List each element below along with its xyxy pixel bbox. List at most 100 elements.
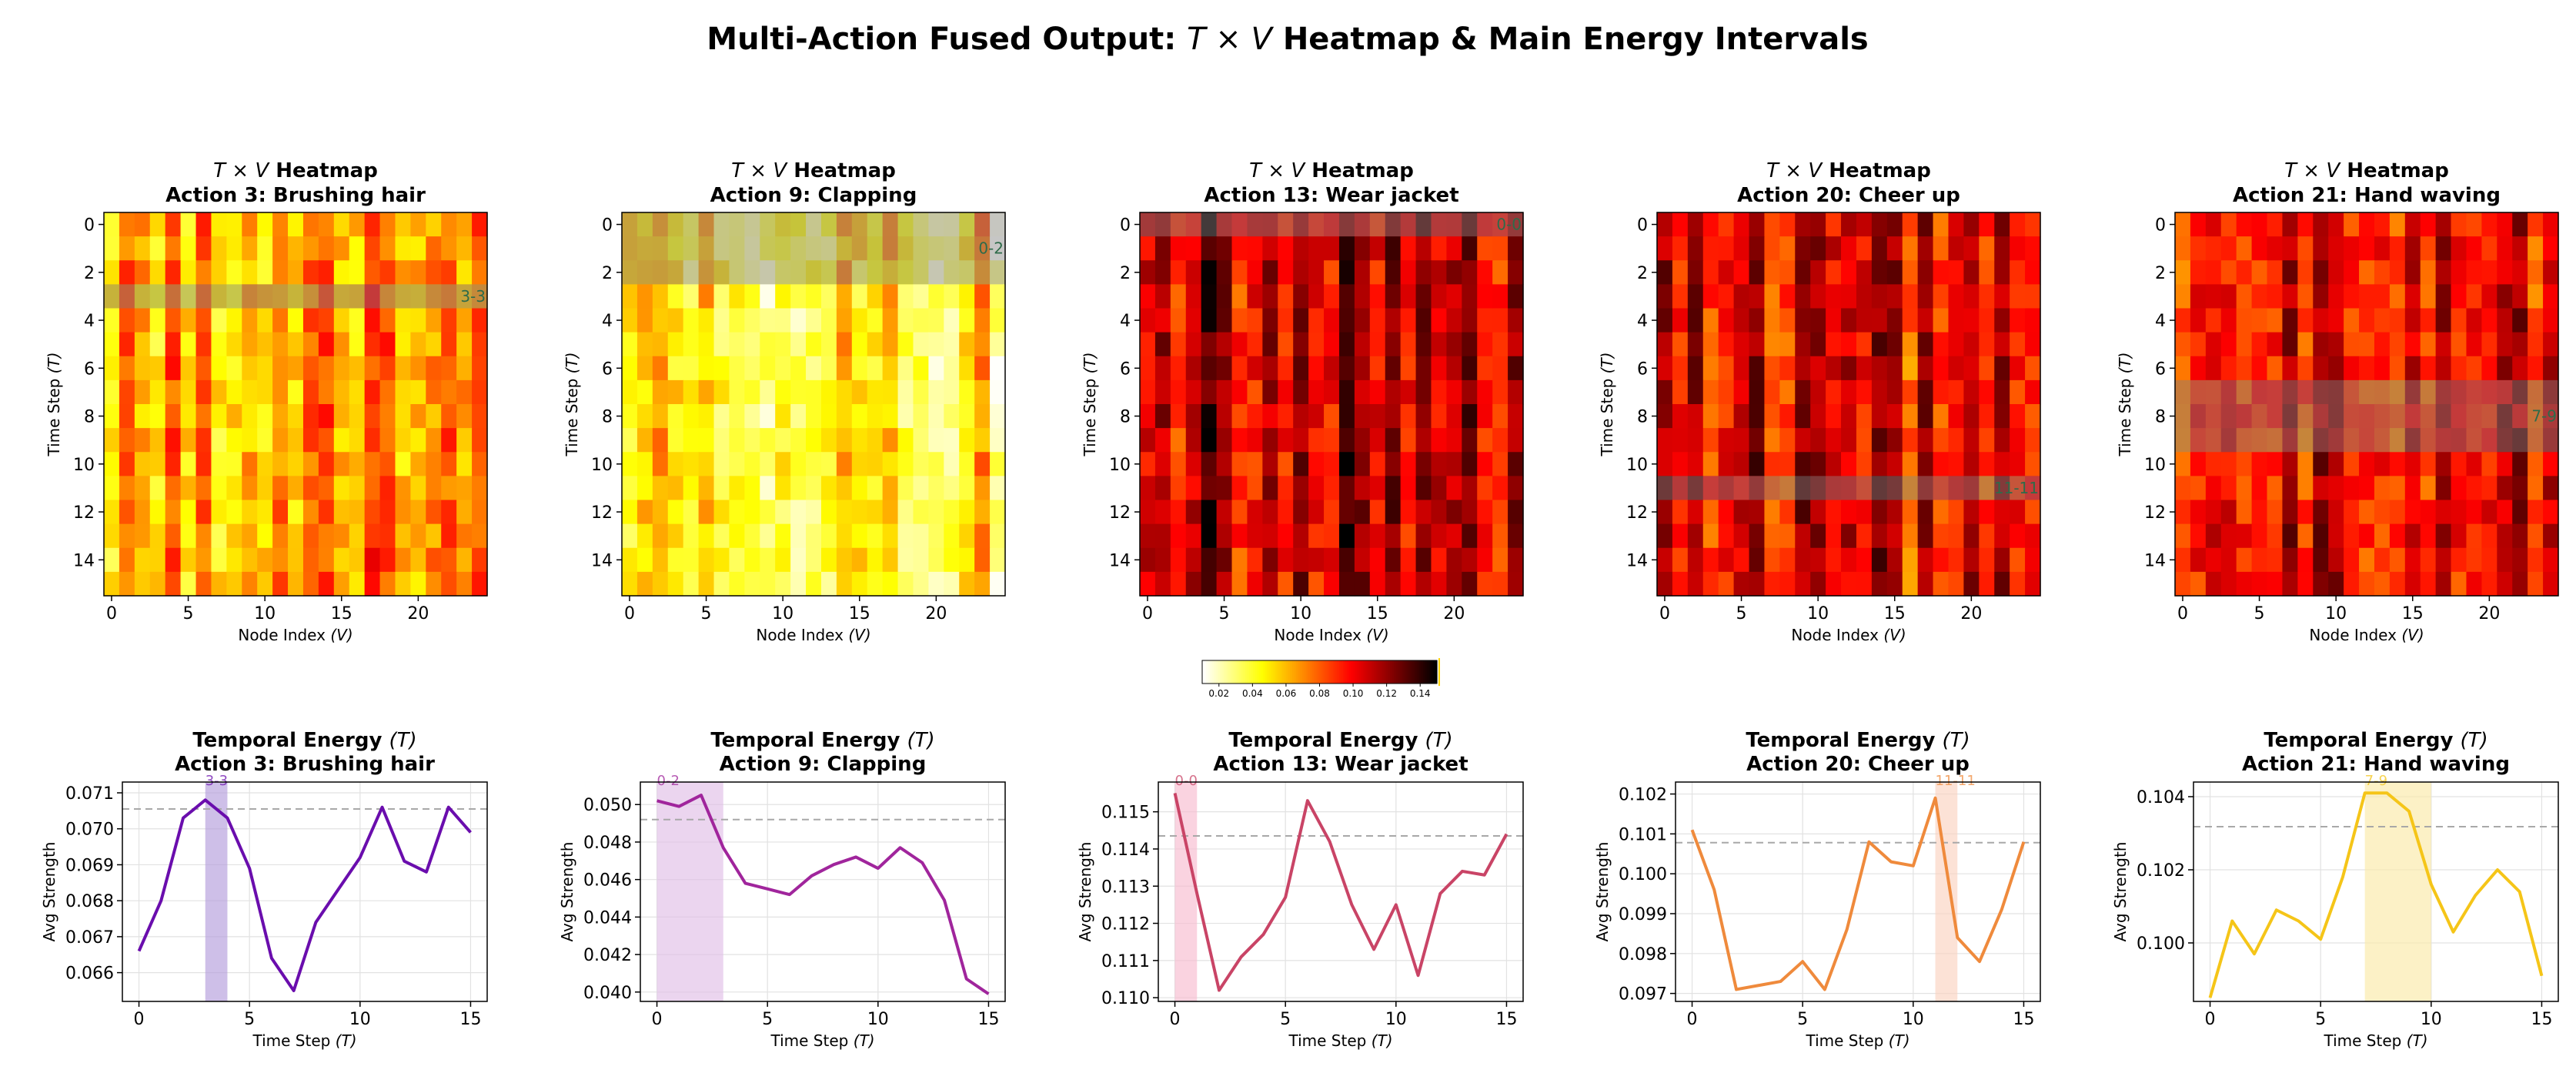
heatmap-cell: [1795, 260, 1811, 285]
heatmap-cell: [836, 308, 853, 333]
heatmap-cell: [1231, 547, 1248, 573]
heatmap-cell: [104, 308, 120, 333]
heatmap-cell: [1201, 404, 1218, 429]
heatmap-xtick-label: 5: [701, 604, 712, 623]
heatmap-cell: [134, 476, 151, 501]
heatmap-cell: [1154, 452, 1171, 476]
heatmap-cell: [302, 476, 319, 501]
heatmap-cell: [226, 379, 242, 405]
heatmap-cell: [2512, 260, 2528, 285]
heatmap-cell: [928, 236, 944, 261]
heatmap-cell: [134, 332, 151, 357]
heatmap-cell: [851, 379, 868, 405]
heatmap-cell: [302, 452, 319, 476]
heatmap-cell: [379, 236, 396, 261]
energy-interval-span: [1174, 782, 1198, 1001]
heatmap-cell: [851, 236, 868, 261]
heatmap-cell: [1672, 236, 1689, 261]
heatmap-cell: [1400, 428, 1417, 453]
heatmap-cell: [1231, 500, 1248, 525]
heatmap-cell: [652, 236, 669, 261]
heatmap-cell: [2451, 523, 2467, 549]
heatmap-cell: [744, 332, 760, 357]
heatmap-cell: [1933, 452, 1950, 476]
heatmap-xtick-label: 5: [183, 604, 194, 623]
energy-xtick-label: 5: [244, 1010, 255, 1029]
heatmap-cell: [379, 284, 396, 309]
heatmap-cell: [426, 500, 442, 525]
heatmap-cell: [1477, 547, 1493, 573]
heatmap-cell: [1415, 356, 1432, 381]
heatmap-cell: [1354, 260, 1371, 285]
heatmap-cell: [1216, 571, 1233, 597]
heatmap-cell: [1140, 260, 1156, 285]
heatmap-cell: [1826, 452, 1842, 476]
heatmap-cell: [2205, 547, 2222, 573]
heatmap-cell: [180, 452, 197, 476]
heatmap-cell: [1702, 308, 1719, 333]
colorbar-segment: [1352, 660, 1355, 684]
colorbar-segment: [1282, 660, 1285, 684]
heatmap-cell: [1733, 404, 1750, 429]
heatmap-cell: [1749, 332, 1766, 357]
heatmap-cell: [744, 308, 760, 333]
heatmap-cell: [1948, 212, 1964, 237]
heatmap-cell: [1687, 571, 1704, 597]
heatmap-cell: [622, 379, 638, 405]
heatmap-cell: [2404, 404, 2421, 429]
colorbar: 0.02 0.04 0.06 0.08 0.10 0.12 0.14: [1201, 658, 1440, 699]
heatmap-ytick-label: 12: [73, 503, 95, 523]
heatmap-cell: [1856, 452, 1873, 476]
heatmap-cell: [1354, 476, 1371, 501]
heatmap-cell: [1170, 452, 1187, 476]
heatmap-cell: [1308, 500, 1325, 525]
heatmap-cell: [2435, 379, 2452, 405]
heatmap-cell: [2313, 260, 2329, 285]
heatmap-cell: [2420, 236, 2437, 261]
heatmap-cell: [1764, 547, 1780, 573]
heatmap-cell: [729, 476, 745, 501]
heatmap-cell: [1446, 500, 1462, 525]
heatmap-cell: [2420, 356, 2437, 381]
colorbar-segment: [1290, 660, 1293, 684]
heatmap-cell: [1718, 523, 1735, 549]
heatmap-cell: [836, 356, 853, 381]
heatmap-cell: [667, 284, 684, 309]
heatmap-cell: [2175, 212, 2191, 237]
heatmap-cell: [211, 260, 227, 285]
heatmap-cell: [1369, 452, 1386, 476]
energy-xtick-label: 15: [1495, 1010, 1517, 1029]
energy-xlabel: Time Step (T): [770, 1031, 874, 1050]
heatmap-ylabel: Time Step (T): [45, 352, 63, 456]
energy-xtick-label: 10: [1385, 1010, 1407, 1029]
heatmap-cell: [1170, 476, 1187, 501]
heatmap-cell: [2481, 547, 2497, 573]
heatmap-cell: [1948, 260, 1964, 285]
heatmap-cell: [1431, 500, 1447, 525]
heatmap-cell: [1216, 284, 1233, 309]
heatmap-xtick-label: 10: [254, 604, 276, 623]
heatmap-cell: [410, 500, 426, 525]
heatmap-cell: [622, 260, 638, 285]
heatmap-cell: [667, 308, 684, 333]
heatmap-cell: [134, 452, 151, 476]
heatmap-cell: [272, 379, 289, 405]
energy-xtick-label: 10: [1903, 1010, 1924, 1029]
heatmap-cell: [349, 260, 366, 285]
heatmap-cell: [302, 523, 319, 549]
heatmap-cell: [1795, 547, 1811, 573]
heatmap-cell: [410, 547, 426, 573]
heatmap-cell: [456, 379, 473, 405]
heatmap-cell: [1462, 212, 1478, 237]
heatmap-cell: [2297, 236, 2314, 261]
colorbar-segment: [1425, 660, 1428, 684]
heatmap-cell: [1856, 356, 1873, 381]
heatmap-cell: [851, 452, 868, 476]
energy-title-line1: Temporal Energy (T): [710, 729, 934, 752]
heatmap-cell: [1385, 500, 1402, 525]
heatmap-cell: [2025, 404, 2041, 429]
heatmap-cell: [1446, 308, 1462, 333]
heatmap-cell: [2251, 571, 2268, 597]
heatmap-xtick-label: 0: [1659, 604, 1670, 623]
heatmap-cell: [1856, 236, 1873, 261]
